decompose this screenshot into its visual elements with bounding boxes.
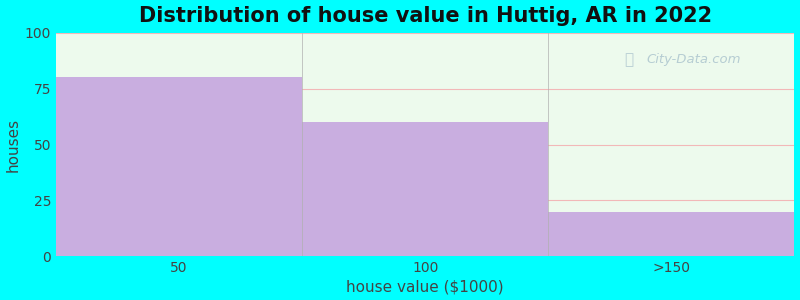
Y-axis label: houses: houses: [6, 118, 21, 172]
Bar: [302, 122, 548, 256]
Text: Ⓠ: Ⓠ: [625, 52, 634, 67]
X-axis label: house value ($1000): house value ($1000): [346, 279, 504, 294]
Bar: [56, 77, 302, 256]
Text: City-Data.com: City-Data.com: [646, 53, 742, 66]
Bar: [548, 212, 794, 256]
Title: Distribution of house value in Huttig, AR in 2022: Distribution of house value in Huttig, A…: [138, 6, 712, 26]
